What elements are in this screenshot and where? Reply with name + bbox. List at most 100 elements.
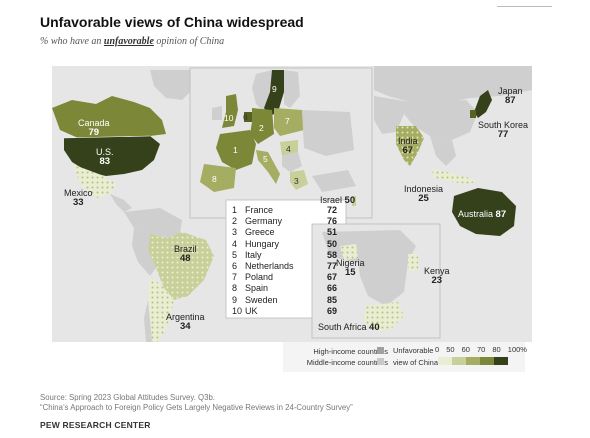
label-mexico-value: 33 — [72, 197, 84, 208]
label-south-africa-value: 40 — [369, 322, 380, 333]
label-indonesia-value: 25 — [418, 193, 429, 204]
label-us-value: 83 — [99, 156, 111, 167]
south-korea-shape — [470, 110, 476, 118]
legend-tick: 50 — [446, 345, 455, 354]
europe-row: 5 Italy 58 — [232, 250, 337, 261]
europe-row-name: Italy — [245, 249, 262, 260]
legend-tick: 100% — [507, 345, 527, 354]
europe-row-name: Germany — [245, 216, 283, 227]
south-america-west-shape — [132, 228, 156, 276]
south-america-north-shape — [124, 208, 182, 238]
chart-title: Unfavorable views of China widespread — [40, 14, 304, 30]
eu-marker-italy: 5 — [263, 154, 268, 164]
label-argentina-value: 34 — [179, 321, 191, 332]
legend-high-income-label: High-income countries — [313, 347, 388, 356]
label-israel: Israel 50 — [320, 195, 355, 206]
eu-marker-spain: 8 — [212, 174, 217, 184]
label-india-value: 67 — [402, 145, 414, 156]
europe-row-name: Hungary — [245, 238, 280, 249]
mexico-shape — [72, 164, 116, 198]
label-kenya: Kenya 23 — [424, 266, 450, 286]
label-south-korea-name: South Korea — [478, 120, 529, 130]
eu-marker-sweden: 9 — [272, 84, 277, 94]
subtitle-suffix: opinion of China — [156, 36, 225, 47]
europe-row-value: 76 — [326, 216, 337, 227]
europe-row-index: 8 — [232, 283, 238, 294]
legend-swatch — [438, 357, 452, 365]
middle-east-shape — [374, 96, 410, 134]
label-brazil-value: 48 — [179, 253, 191, 264]
central-america-shape — [110, 194, 132, 212]
legend-swatch — [466, 357, 480, 365]
europe-row-name: UK — [245, 305, 258, 316]
source-line-1: Source: Spring 2023 Global Attitudes Sur… — [40, 393, 215, 402]
europe-row: 10 UK 69 — [232, 306, 337, 317]
balkans-shape — [282, 152, 302, 172]
europe-row-name: Sweden — [245, 294, 278, 305]
legend-middle-income-swatch — [377, 358, 384, 365]
label-kenya-name: Kenya — [424, 266, 450, 276]
israel-shape — [352, 196, 356, 206]
europe-row-index: 4 — [232, 238, 238, 249]
label-canada-name: Canada — [78, 118, 110, 128]
europe-row-name: France — [245, 205, 274, 215]
europe-row-value: 69 — [326, 305, 337, 316]
europe-row-index: 7 — [232, 272, 238, 283]
label-south-africa-name: South Africa — [318, 322, 367, 332]
legend-middle-income: Middle-income countries — [288, 358, 388, 367]
label-canada-value: 79 — [88, 127, 100, 138]
europe-row: 4 Hungary 50 — [232, 239, 337, 250]
europe-row-name: Spain — [245, 283, 269, 294]
greece-shape — [290, 170, 308, 190]
legend-swatch — [494, 357, 508, 365]
label-south-korea: South Korea 77 — [478, 120, 528, 140]
label-japan-name: Japan — [498, 86, 523, 96]
brazil-shape — [148, 232, 214, 300]
label-india: India 67 — [398, 136, 418, 156]
subtitle-keyword: unfavorable — [103, 36, 154, 47]
legend-ticks: 0 50 60 70 80 100% — [435, 345, 527, 354]
nigeria-shape — [340, 244, 358, 260]
label-south-korea-value: 77 — [497, 129, 509, 140]
eu-marker-poland: 7 — [285, 116, 290, 126]
eu-marker-netherlands: 6 — [243, 112, 248, 122]
china-shape — [404, 100, 478, 140]
label-canada: Canada 79 — [78, 118, 110, 138]
russia-shape — [374, 66, 532, 104]
greenland-shape — [150, 70, 198, 100]
label-australia-name: Australia — [458, 209, 494, 219]
japan-shape — [474, 90, 492, 118]
europe-row-value: 85 — [326, 294, 337, 305]
europe-row: 3 Greece 51 — [232, 227, 337, 238]
europe-row: 6 Netherlands 77 — [232, 261, 337, 272]
eastern-europe-shape — [302, 110, 354, 156]
germany-shape — [250, 108, 274, 144]
label-indonesia: Indonesia 25 — [404, 184, 443, 204]
europe-row-name: Poland — [245, 272, 274, 283]
label-argentina: Argentina 34 — [166, 312, 205, 332]
europe-number-markers: 1 2 3 4 5 6 7 8 9 10 — [212, 84, 299, 186]
label-indonesia-name: Indonesia — [404, 184, 444, 194]
label-india-name: India — [398, 136, 418, 146]
eu-marker-france: 1 — [233, 145, 238, 155]
source-note: Source: Spring 2023 Global Attitudes Sur… — [40, 393, 353, 413]
eu-marker-greece: 3 — [294, 176, 299, 186]
europe-row-index: 10 — [232, 305, 243, 316]
africa-central-shape — [358, 258, 408, 306]
europe-row-index: 3 — [232, 227, 238, 238]
europe-row-index: 1 — [232, 205, 238, 215]
netherlands-shape — [244, 112, 252, 122]
label-kenya-value: 23 — [431, 275, 443, 286]
europe-row-value: 72 — [326, 205, 337, 215]
europe-row-index: 5 — [232, 249, 238, 260]
europe-row: 8 Spain 66 — [232, 283, 337, 294]
canada-shape — [52, 96, 166, 138]
indonesia-shape — [430, 168, 478, 184]
europe-row-index: 9 — [232, 294, 238, 305]
label-us-name: U.S. — [96, 147, 114, 157]
label-argentina-name: Argentina — [166, 312, 205, 322]
us-shape — [64, 136, 160, 176]
legend-tick: 80 — [492, 345, 501, 354]
label-nigeria-value: 15 — [344, 267, 356, 278]
